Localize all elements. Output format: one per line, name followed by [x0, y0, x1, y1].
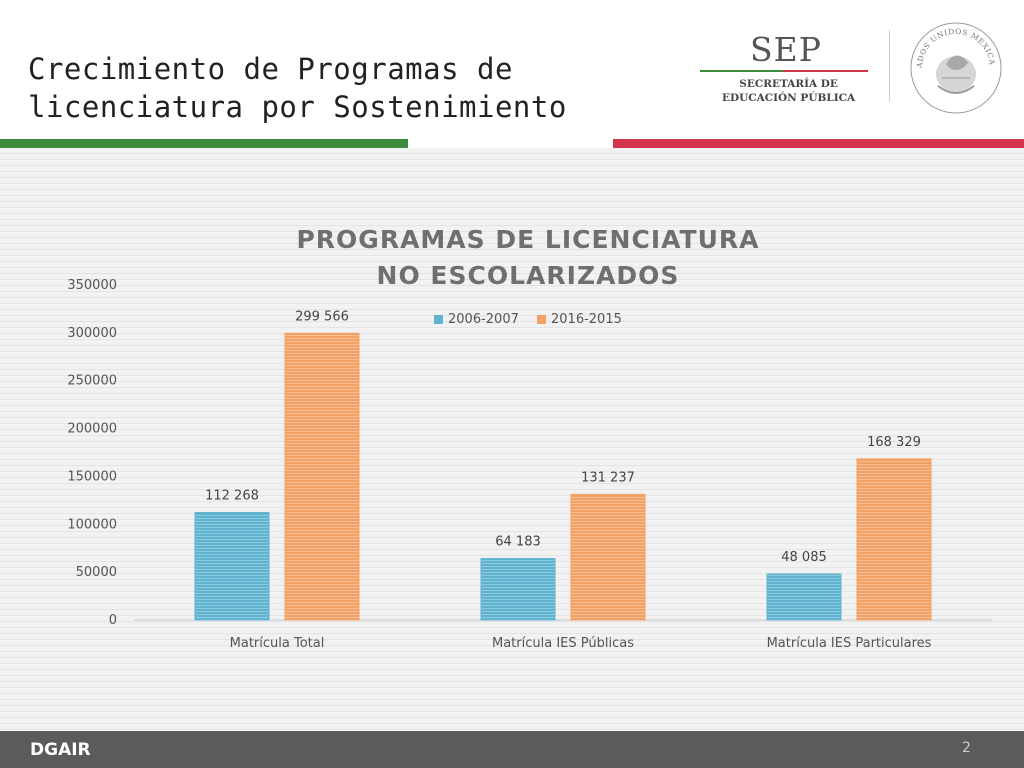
sep-logo-subtitle: SECRETARÍA DE EDUCACIÓN PÚBLICA — [722, 77, 855, 105]
bar-2-3 — [856, 458, 932, 621]
y-tick-label: 150000 — [67, 469, 117, 484]
data-label: 112 268 — [205, 489, 259, 504]
data-label: 299 566 — [295, 309, 349, 324]
slide-content — [0, 148, 1024, 730]
bar-1-2 — [480, 558, 556, 621]
data-label: 131 237 — [581, 470, 635, 485]
legend-item-series-1: 2006-2007 — [434, 312, 519, 327]
y-tick-label: 250000 — [67, 374, 117, 389]
slide-footer: DGAIR 2 — [0, 731, 1024, 768]
national-seal-icon: ESTADOS UNIDOS MEXICANOS — [908, 20, 1002, 114]
slide-title-line1: Crecimiento de Programas de — [28, 52, 513, 86]
page-number: 2 — [962, 740, 971, 756]
logo-red-line — [783, 70, 868, 72]
legend-label-series-1: 2006-2007 — [448, 312, 519, 327]
y-tick-label: 100000 — [67, 517, 117, 532]
x-category-label: Matrícula IES Particulares — [767, 636, 932, 651]
legend-item-series-2: 2016-2015 — [537, 312, 622, 327]
data-label: 48 085 — [781, 550, 827, 565]
x-category-label: Matrícula IES Públicas — [492, 636, 634, 651]
y-tick-label: 200000 — [67, 422, 117, 437]
sep-logo-name: SEP — [750, 30, 822, 69]
footer-brand: DGAIR — [30, 740, 91, 760]
bar-1-3 — [766, 573, 842, 621]
sep-logo-subtitle-line1: SECRETARÍA DE — [739, 78, 838, 90]
chart-legend: 2006-2007 2016-2015 — [434, 312, 636, 328]
chart-title: PROGRAMAS DE LICENCIATURA NO ESCOLARIZAD… — [0, 222, 1024, 294]
sep-logo-subtitle-line2: EDUCACIÓN PÚBLICA — [722, 92, 856, 104]
slide-title-line2: licenciatura por Sostenimiento — [28, 90, 567, 124]
x-category-label: Matrícula Total — [230, 636, 325, 651]
bar-2-2 — [570, 493, 646, 621]
y-tick-label: 350000 — [67, 278, 117, 293]
bar-1-1 — [194, 512, 270, 621]
slide-header: Crecimiento de Programas de licenciatura… — [0, 0, 1024, 140]
sep-logo: SEP SECRETARÍA DE EDUCACIÓN PÚBLICA — [700, 30, 870, 110]
header-red-stripe — [613, 139, 1024, 148]
header-divider — [889, 30, 890, 102]
y-tick-label: 50000 — [76, 565, 117, 580]
chart-title-line2: NO ESCOLARIZADOS — [376, 261, 680, 290]
legend-swatch-series-1 — [434, 315, 443, 324]
legend-swatch-series-2 — [537, 315, 546, 324]
bar-2-1 — [284, 332, 360, 621]
data-label: 168 329 — [867, 435, 921, 450]
data-label: 64 183 — [495, 535, 541, 550]
legend-label-series-2: 2016-2015 — [551, 312, 622, 327]
chart-title-line1: PROGRAMAS DE LICENCIATURA — [296, 225, 760, 254]
slide-title: Crecimiento de Programas de licenciatura… — [28, 50, 567, 126]
y-tick-label: 300000 — [67, 326, 117, 341]
y-tick-label: 0 — [109, 613, 117, 628]
header-green-stripe — [0, 139, 408, 148]
logo-green-line — [700, 70, 783, 72]
